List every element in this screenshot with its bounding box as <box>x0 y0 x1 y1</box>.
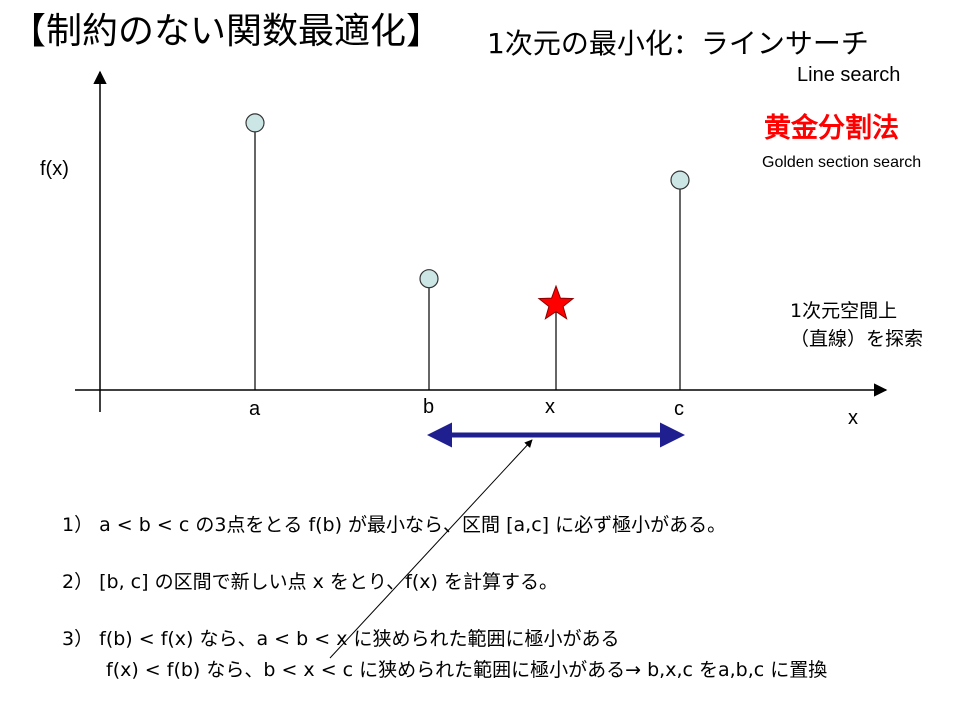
page-subtitle: 1次元の最小化：ラインサーチ <box>487 27 869 60</box>
point-label-a: a <box>249 398 261 420</box>
point-label-b: b <box>423 396 435 418</box>
step-1-text: 1） a < b < c の3点をとる f(b) が最小なら、区間 [a,c] … <box>62 514 727 536</box>
search-annotation-line2: （直線）を探索 <box>790 328 924 350</box>
line-search-label: Line search <box>797 64 901 86</box>
point-marker-b <box>419 269 439 289</box>
point-label-c: c <box>674 398 684 420</box>
step-3b-text: f(x) < f(b) なら、b < x < c に狭められた範囲に極小がある→… <box>106 659 828 681</box>
step-3a-text: 3） f(b) < f(x) なら、a < b < x に狭められた範囲に極小が… <box>62 628 620 650</box>
golden-section-title-jp: 黄金分割法 <box>764 113 899 144</box>
search-annotation: 1次元空間上 （直線）を探索 <box>790 297 923 353</box>
point-marker-a <box>245 113 265 133</box>
step-2-text: 2） [b, c] の区間で新しい点 x をとり、f(x) を計算する。 <box>62 571 558 593</box>
point-label-x: x <box>545 396 555 418</box>
golden-section-title-en: Golden section search <box>762 154 922 171</box>
page-title: 【制約のない関数最適化】 <box>10 11 443 52</box>
x-axis-label: x <box>848 407 858 429</box>
star-marker-x <box>537 284 575 320</box>
y-axis-label: f(x) <box>40 158 69 180</box>
pointer-line <box>329 439 533 659</box>
search-annotation-line1: 1次元空間上 <box>790 300 898 322</box>
point-marker-c <box>670 170 690 190</box>
